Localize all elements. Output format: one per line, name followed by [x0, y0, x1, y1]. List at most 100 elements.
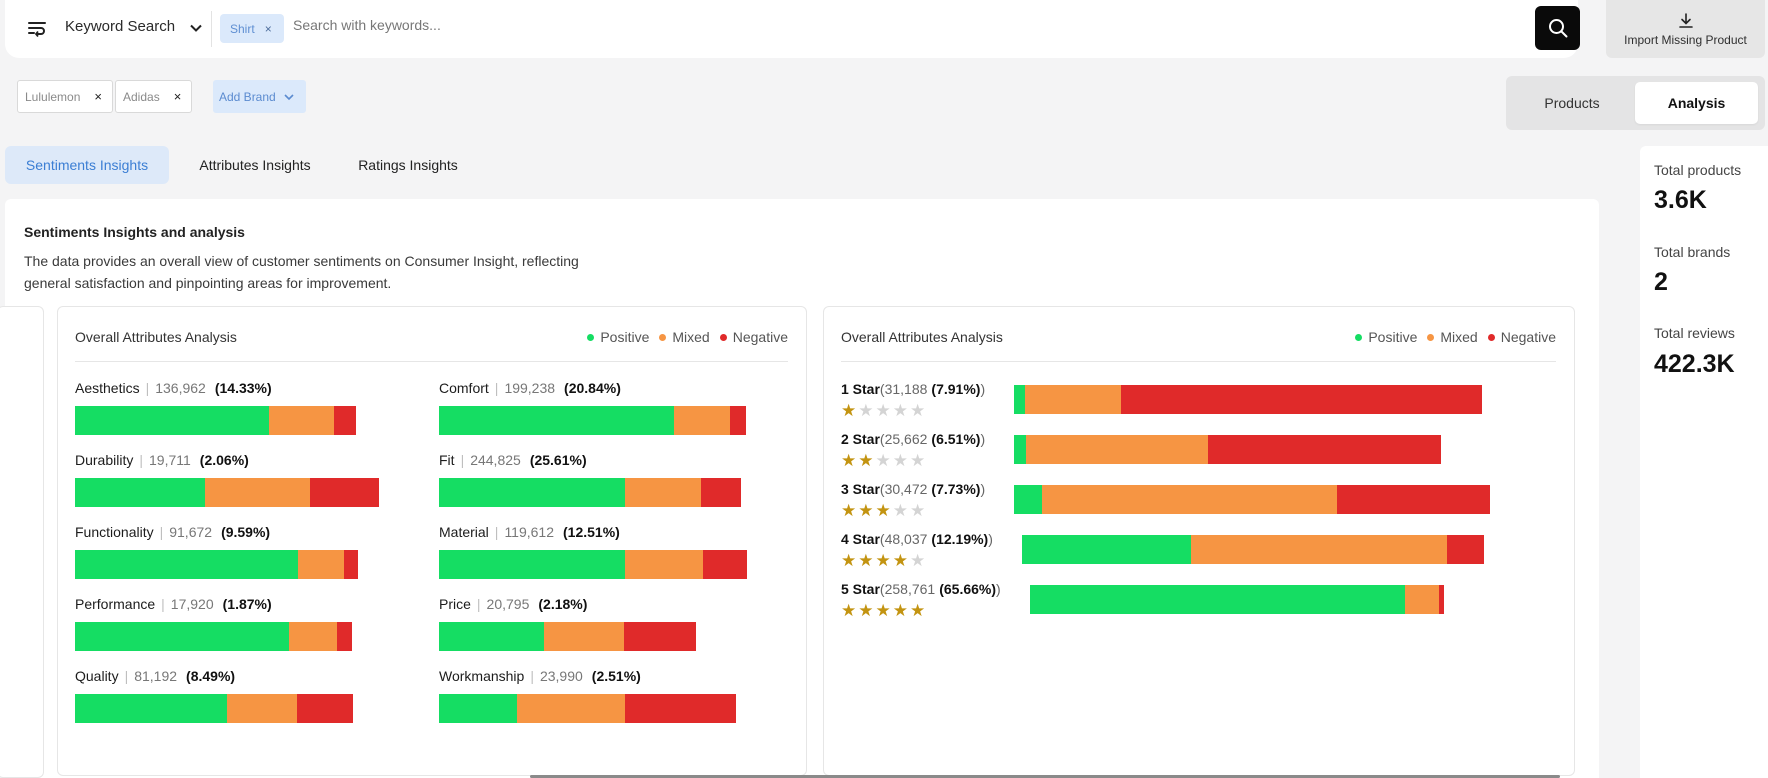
keyword-chip-label: Shirt — [230, 21, 255, 36]
rating-count: (48,037 — [879, 531, 928, 547]
bar-segment-mixed — [625, 478, 701, 507]
attribute-count: 17,920 — [170, 596, 214, 612]
bar-segment-negative — [625, 694, 736, 723]
bar-segment-mixed — [289, 622, 337, 651]
bar-segment-mixed — [1025, 385, 1121, 414]
search-mode-label[interactable]: Keyword Search — [65, 18, 176, 35]
bar-segment-mixed — [625, 550, 703, 579]
bar-segment-positive — [75, 478, 205, 507]
keyword-chip[interactable]: Shirt × — [220, 14, 284, 43]
star-empty-icon: ★ — [910, 401, 926, 420]
attribute-name: Material — [439, 524, 489, 540]
stat-label: Total reviews — [1654, 325, 1735, 341]
rating-name: 1 Star — [841, 381, 880, 397]
rating-percent: (6.51%) — [931, 431, 981, 447]
bar-segment-mixed — [674, 406, 730, 435]
attribute-percent: (2.18%) — [538, 596, 588, 612]
attribute-count: 19,711 — [149, 452, 191, 468]
separator: | — [530, 668, 534, 684]
add-brand-button[interactable]: Add Brand — [213, 80, 306, 113]
star-rating: ★ ★ ★ ★ ★ — [841, 452, 925, 469]
legend-dot — [1427, 333, 1435, 341]
tab-sentiments-insights[interactable]: Sentiments Insights — [5, 146, 169, 184]
bar-segment-mixed — [1042, 485, 1337, 514]
attribute-label: Functionality | 91,672 (9.59%) — [75, 524, 270, 540]
star-filled-icon: ★ — [875, 551, 891, 570]
search-icon — [1548, 19, 1567, 38]
sentiment-bar — [1022, 535, 1484, 564]
rating-name: 3 Star — [841, 481, 880, 497]
star-filled-icon: ★ — [910, 601, 926, 620]
star-rating: ★ ★ ★ ★ ★ — [841, 502, 925, 519]
attribute-count: 119,612 — [504, 524, 555, 540]
toggle-analysis[interactable]: Analysis — [1635, 82, 1758, 124]
bar-segment-positive — [439, 622, 544, 651]
close-icon[interactable]: × — [264, 21, 272, 36]
brand-chip[interactable]: Lululemon × — [17, 80, 113, 113]
toggle-products[interactable]: Products — [1544, 95, 1600, 111]
stat-label: Total brands — [1654, 244, 1731, 260]
attribute-label: Fit | 244,825 (25.61%) — [439, 452, 587, 468]
star-empty-icon: ★ — [892, 501, 908, 520]
attribute-percent: (2.06%) — [199, 452, 249, 468]
view-toggle: Products Analysis — [1506, 76, 1765, 130]
bar-segment-negative — [310, 478, 379, 507]
star-filled-icon: ★ — [841, 601, 857, 620]
attribute-percent: (9.59%) — [221, 524, 271, 540]
attribute-label: Workmanship | 23,990 (2.51%) — [439, 668, 641, 684]
rating-paren: ) — [996, 581, 1001, 597]
sentiment-bar — [75, 478, 379, 507]
sentiment-bar — [75, 550, 358, 579]
close-icon[interactable]: × — [94, 89, 102, 104]
attribute-name: Performance — [75, 596, 156, 612]
legend: Positive Mixed Negative — [1355, 329, 1556, 345]
bar-segment-mixed — [1191, 535, 1447, 564]
attribute-name: Comfort — [439, 380, 489, 396]
search-bar: Keyword Search Shirt × — [5, 0, 1580, 58]
tab-ratings-insights[interactable]: Ratings Insights — [358, 157, 458, 173]
brand-chip-label: Adidas — [123, 89, 160, 104]
attribute-count: 136,962 — [155, 380, 206, 396]
divider — [211, 11, 212, 47]
sentiments-panel: Sentiments Insights and analysis The dat… — [0, 199, 1599, 778]
separator: | — [145, 380, 150, 396]
search-input[interactable] — [293, 17, 1293, 33]
bar-segment-mixed — [1405, 585, 1439, 614]
star-empty-icon: ★ — [892, 451, 908, 470]
rating-paren: ) — [980, 431, 986, 447]
sentiment-bar — [439, 478, 741, 507]
sentiment-bar — [75, 622, 352, 651]
legend-dot — [719, 333, 727, 341]
tab-attributes-insights[interactable]: Attributes Insights — [199, 157, 311, 173]
card-title: Overall Attributes Analysis — [841, 329, 1003, 345]
chevron-down-icon[interactable] — [188, 20, 204, 36]
import-missing-product-button[interactable]: Import Missing Product — [1606, 0, 1765, 58]
legend-negative: Negative — [719, 329, 788, 345]
legend-dot — [659, 333, 667, 341]
sentiment-bar — [439, 694, 736, 723]
attribute-percent: (12.51%) — [563, 524, 620, 540]
rating-label: 4 Star (48,037 (12.19%)) — [841, 531, 993, 547]
horizontal-scrollbar[interactable] — [530, 775, 1560, 778]
legend-label: Mixed — [1440, 329, 1478, 345]
attribute-label: Aesthetics | 136,962 (14.33%) — [75, 380, 272, 396]
legend-dot — [587, 333, 595, 341]
rating-count: (31,188 — [879, 381, 928, 397]
close-icon[interactable]: × — [173, 89, 182, 104]
star-rating: ★ ★ ★ ★ ★ — [841, 602, 925, 619]
attribute-percent: (8.49%) — [186, 668, 236, 684]
bar-segment-mixed — [544, 622, 624, 651]
attribute-name: Fit — [439, 452, 455, 468]
bar-segment-positive — [75, 550, 298, 579]
bar-segment-negative — [1121, 385, 1482, 414]
search-button[interactable] — [1535, 6, 1580, 50]
legend-label: Mixed — [672, 329, 710, 345]
attribute-label: Price | 20,795 (2.18%) — [439, 596, 587, 612]
star-filled-icon: ★ — [841, 451, 857, 470]
menu-filter-icon[interactable] — [26, 17, 48, 39]
brand-chip[interactable]: Adidas × — [115, 80, 193, 113]
bar-segment-mixed — [205, 478, 310, 507]
separator: | — [124, 668, 129, 684]
attribute-name: Workmanship — [439, 668, 525, 684]
rating-count: (30,472 — [879, 481, 928, 497]
